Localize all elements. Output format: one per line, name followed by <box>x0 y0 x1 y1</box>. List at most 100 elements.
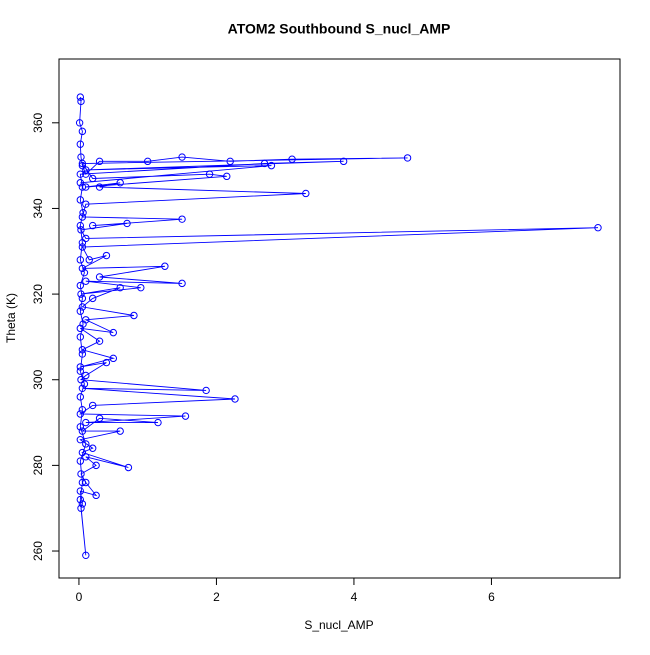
data-point <box>102 358 111 367</box>
data-point <box>78 427 87 435</box>
data-point <box>95 337 104 345</box>
data-point <box>124 463 133 472</box>
x-tick-label: 0 <box>76 590 83 604</box>
y-tick-label: 340 <box>31 198 45 218</box>
y-tick-label: 320 <box>31 284 45 304</box>
data-point <box>76 363 85 371</box>
y-axis-label: Theta (K) <box>4 293 18 343</box>
data-point <box>85 256 93 264</box>
data-point <box>226 157 234 166</box>
data-point <box>76 423 85 431</box>
data-point <box>82 170 90 178</box>
data-point <box>76 256 85 264</box>
data-point <box>95 273 104 281</box>
data-point <box>76 457 85 465</box>
data-point <box>116 179 124 187</box>
data-point <box>82 371 90 380</box>
data-point <box>76 393 85 401</box>
data-point <box>78 264 87 273</box>
data-point <box>88 174 97 183</box>
data-point <box>95 157 104 166</box>
data-point <box>78 294 87 303</box>
data-point <box>202 386 210 395</box>
data-point <box>76 367 85 375</box>
data-point <box>161 262 169 270</box>
data-point <box>78 183 87 191</box>
data-point <box>77 504 85 512</box>
data-point <box>178 215 186 223</box>
data-point <box>205 170 214 178</box>
data-point <box>123 219 131 228</box>
data-point <box>339 157 348 166</box>
data-point <box>78 350 87 358</box>
y-tick-label: 360 <box>31 112 45 132</box>
data-point <box>267 161 276 170</box>
x-axis-label: S_nucl_AMP <box>304 618 373 632</box>
data-point <box>82 277 90 285</box>
data-point <box>79 320 87 328</box>
data-point <box>92 491 100 500</box>
data-point <box>78 213 87 221</box>
data-point <box>88 221 97 230</box>
data-point <box>76 140 85 148</box>
data-point <box>76 281 85 290</box>
data-point <box>76 221 85 230</box>
data-point <box>137 283 145 292</box>
x-tick-label: 2 <box>213 590 220 604</box>
x-tick-label: 6 <box>488 590 495 604</box>
data-point <box>223 172 231 181</box>
y-tick-label: 280 <box>31 455 45 475</box>
data-point <box>76 410 85 418</box>
data-point <box>77 290 85 298</box>
data-line <box>78 97 599 556</box>
data-point <box>82 478 90 487</box>
data-point <box>78 346 87 354</box>
data-point <box>77 226 85 234</box>
x-tick-label: 4 <box>351 590 358 604</box>
data-point <box>76 170 85 178</box>
data-point <box>78 243 87 251</box>
data-point <box>78 384 87 392</box>
data-point <box>77 97 85 106</box>
data-point <box>288 155 296 163</box>
data-point <box>82 440 90 448</box>
data-point <box>82 551 90 560</box>
data-point <box>102 251 111 260</box>
data-point <box>82 453 90 461</box>
data-point <box>154 418 162 427</box>
data-point <box>78 239 87 247</box>
data-point <box>78 500 87 508</box>
y-tick-label: 300 <box>31 369 45 389</box>
data-point <box>78 478 87 487</box>
data-point <box>231 395 239 403</box>
data-point <box>95 414 104 422</box>
data-point <box>116 427 124 435</box>
data-point <box>82 418 90 427</box>
data-point <box>109 328 118 337</box>
data-point <box>88 294 97 303</box>
data-point <box>76 333 85 341</box>
data-point <box>76 307 85 315</box>
data-point <box>76 196 85 204</box>
data-point <box>78 127 87 136</box>
data-point <box>82 166 90 174</box>
chart-title: ATOM2 Southbound S_nucl_AMP <box>228 21 451 37</box>
data-point <box>76 495 85 504</box>
data-point <box>130 311 138 320</box>
data-point <box>95 183 104 191</box>
data-point <box>80 268 89 277</box>
data-point <box>92 461 100 470</box>
plot-frame <box>58 58 621 579</box>
data-point <box>80 380 89 388</box>
data-point <box>88 401 97 410</box>
y-tick-label: 260 <box>31 541 45 561</box>
data-point <box>76 93 85 101</box>
data-point <box>77 470 85 478</box>
data-point <box>178 153 186 161</box>
data-point <box>78 406 87 414</box>
data-point <box>181 412 190 420</box>
data-point <box>82 183 90 191</box>
data-point <box>116 283 124 292</box>
data-point <box>82 200 90 208</box>
